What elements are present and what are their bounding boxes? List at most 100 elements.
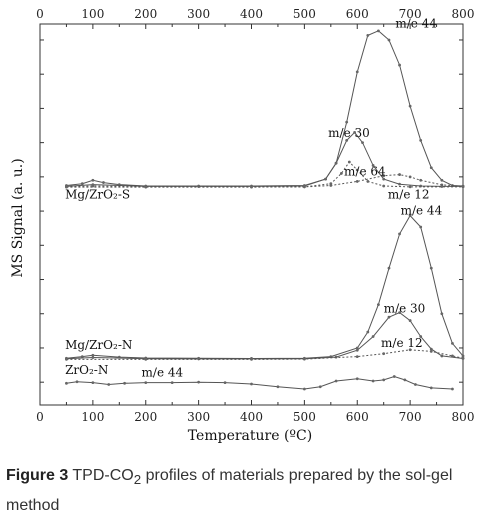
data-point xyxy=(419,178,423,182)
series-line xyxy=(66,161,463,188)
data-point xyxy=(419,138,423,142)
peak-annotation: m/e 64 xyxy=(344,165,386,179)
peak-annotation: m/e 44 xyxy=(401,204,443,218)
sample-label: Mg/ZrO₂-S xyxy=(65,188,130,202)
x-tick-label-bottom: 300 xyxy=(187,410,210,424)
x-tick-label-top: 100 xyxy=(81,7,104,21)
data-point xyxy=(408,175,412,179)
data-point xyxy=(414,383,417,386)
data-point xyxy=(398,173,401,176)
data-point xyxy=(223,381,227,385)
x-tick-label-bottom: 600 xyxy=(346,410,369,424)
x-tick-label-top: 800 xyxy=(452,7,475,21)
data-point xyxy=(334,379,338,383)
data-point xyxy=(355,346,359,350)
data-point xyxy=(353,130,357,134)
series-line xyxy=(66,349,464,360)
data-point xyxy=(429,349,433,353)
peak-annotation: m/e 30 xyxy=(384,302,426,316)
data-point xyxy=(403,378,407,382)
series-line xyxy=(66,30,464,187)
data-point xyxy=(144,185,148,189)
x-tick-label-bottom: 400 xyxy=(240,410,263,424)
data-point xyxy=(440,312,444,316)
data-point xyxy=(80,355,84,359)
data-point xyxy=(398,232,401,236)
caption-text-end: profiles of materials prepared by the so… xyxy=(6,467,453,515)
data-point xyxy=(419,335,423,338)
data-point xyxy=(371,164,375,167)
data-point xyxy=(102,181,105,184)
data-point xyxy=(250,185,253,189)
data-point xyxy=(123,381,126,385)
tpd-co2-chart: 0 0 100 100 200 200 300 300 400 400 500 500 600 600 70… xyxy=(10,7,475,444)
peak-annotation: m/e 44 xyxy=(395,16,437,30)
data-point xyxy=(197,380,201,384)
caption-subscript: 2 xyxy=(133,472,142,488)
series-line xyxy=(66,174,464,188)
data-point xyxy=(377,29,380,33)
data-point xyxy=(144,357,148,361)
data-point xyxy=(382,174,386,178)
data-point xyxy=(392,375,396,378)
data-point xyxy=(80,182,84,186)
series-line xyxy=(66,312,464,360)
data-point xyxy=(408,214,412,218)
data-point xyxy=(302,357,306,361)
data-point xyxy=(382,352,386,356)
data-point xyxy=(440,183,444,187)
data-point xyxy=(387,38,391,42)
peak-annotation: m/e 12 xyxy=(381,336,423,350)
data-point xyxy=(170,381,174,385)
data-point xyxy=(366,180,370,183)
figure-caption: Figure 3 TPD-CO2 profiles of materials p… xyxy=(6,463,488,519)
peak-annotation: m/e 30 xyxy=(328,126,370,140)
data-point xyxy=(461,185,465,188)
data-point xyxy=(377,303,380,307)
data-point xyxy=(408,319,412,322)
peak-annotation: m/e 44 xyxy=(142,365,184,379)
data-point xyxy=(398,311,401,315)
x-tick-label-bottom: 500 xyxy=(293,410,316,424)
data-point xyxy=(382,177,386,181)
data-point xyxy=(339,172,343,175)
data-point xyxy=(250,357,253,361)
data-point xyxy=(65,381,68,385)
data-point xyxy=(366,330,370,334)
data-point xyxy=(429,347,433,351)
data-point xyxy=(429,166,433,170)
data-point xyxy=(318,385,322,389)
data-point xyxy=(451,342,454,345)
data-point xyxy=(461,354,465,358)
x-axis-title: Temperature (ºC) xyxy=(188,428,312,444)
x-tick-label-bottom: 800 xyxy=(452,410,475,424)
x-tick-label-bottom: 200 xyxy=(134,410,157,424)
data-point xyxy=(91,356,95,359)
caption-label: Figure 3 xyxy=(6,467,69,484)
data-point xyxy=(361,141,364,145)
data-point xyxy=(302,185,306,189)
data-point xyxy=(408,348,412,352)
data-point xyxy=(91,353,95,357)
data-point xyxy=(355,377,359,381)
data-point xyxy=(329,184,333,187)
data-point xyxy=(347,160,351,164)
data-point xyxy=(302,387,306,391)
x-tick-label-top: 700 xyxy=(399,7,422,21)
data-point xyxy=(355,70,359,74)
x-tick-label-top: 200 xyxy=(134,7,157,21)
data-point xyxy=(387,266,391,270)
data-point xyxy=(371,335,375,338)
data-point xyxy=(355,180,359,183)
x-tick-label-top: 0 xyxy=(36,7,44,21)
x-tick-label-bottom: 700 xyxy=(399,410,422,424)
data-point xyxy=(408,104,412,108)
peak-annotation: m/e 12 xyxy=(388,188,430,202)
data-point xyxy=(429,266,433,270)
data-point xyxy=(345,138,349,142)
x-tick-label-bottom: 0 xyxy=(36,410,44,424)
x-tick-label-top: 500 xyxy=(293,7,316,21)
data-point xyxy=(276,385,280,389)
data-point xyxy=(461,356,465,360)
data-point xyxy=(250,382,253,386)
